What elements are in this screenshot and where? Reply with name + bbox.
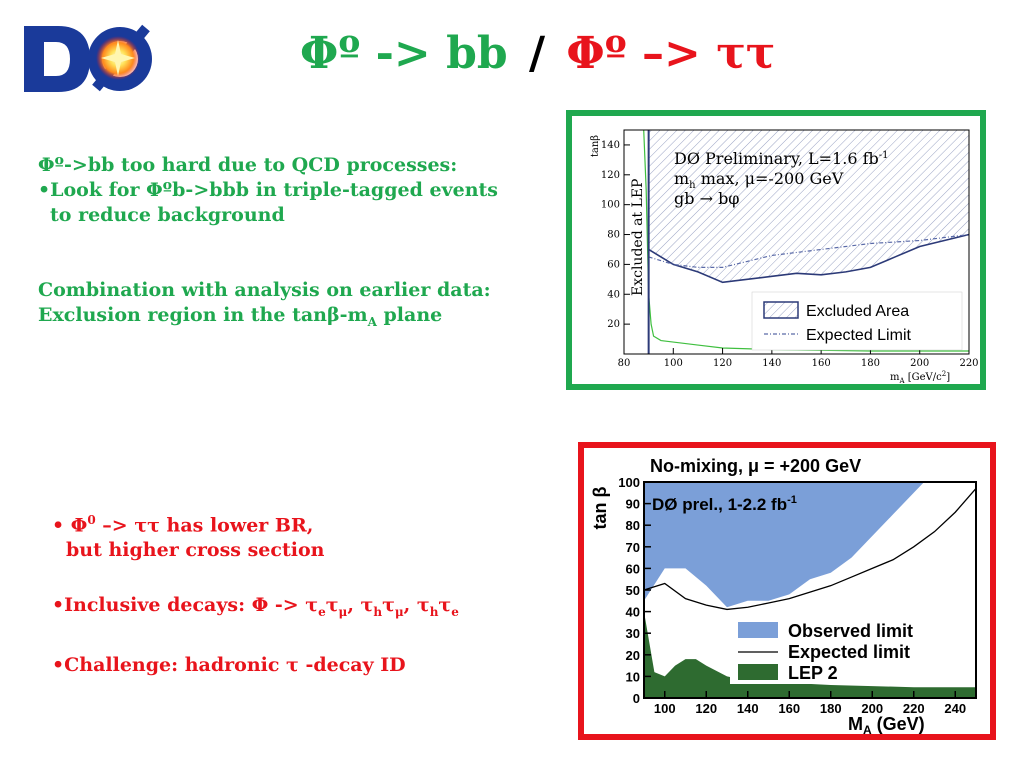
- top-text-block: Φº->bb too hard due to QCD processes: •L…: [38, 153, 498, 335]
- plot-1-legend-expected: Expected Limit: [806, 327, 911, 344]
- top-line-1: Φº->bb too hard due to QCD processes:: [38, 154, 458, 176]
- plot-2-ytick-label: 20: [626, 648, 640, 663]
- plot-2-subtitle: DØ prel., 1-2.2 fb-1: [652, 494, 797, 514]
- bottom-text-block: • Φ0 –> ττ has lower BR, but higher cros…: [52, 508, 459, 678]
- plot-2-lep-region: [644, 611, 976, 698]
- plot-2-ytick-label: 30: [626, 626, 640, 641]
- title-right: Φº –> ττ: [566, 28, 776, 79]
- plot-1-axes-box: [623, 129, 970, 355]
- plot-1-lep-label: Excluded at LEP: [630, 179, 646, 296]
- plot-1-ylabel: tanβ: [590, 135, 601, 157]
- bottom-line-3: •Challenge: hadronic τ -decay ID: [52, 654, 406, 677]
- plot-2-xtick-label: 220: [903, 701, 925, 716]
- plot-1-xtick-label: 100: [664, 358, 683, 369]
- plot-1-xlabel: mA [GeV/c2]: [890, 370, 950, 384]
- plot-1-xtick-label: 200: [910, 358, 929, 369]
- plot-2-legend-swatch-lep: [738, 664, 778, 680]
- plot-2-observed-region: [644, 482, 925, 608]
- plot-2-frame: 100 120 140 160 180 200 220 240 0 10 20 30 40 50 60 70 8…: [578, 442, 996, 740]
- plot-2-xtick-label: 180: [820, 701, 842, 716]
- plot-1-ytick-label: 80: [607, 230, 620, 241]
- plot-2-title: No-mixing, μ = +200 GeV: [650, 456, 861, 476]
- plot-1-xtick-label: 80: [618, 358, 631, 369]
- plot-2-ytick-label: 80: [626, 518, 640, 533]
- plot-2: 100 120 140 160 180 200 220 240 0 10 20 30 40 50 60 70 8…: [590, 456, 977, 737]
- page-title: Φº -> bb / Φº –> ττ: [300, 28, 775, 79]
- plot-2-ytick-label: 60: [626, 561, 640, 576]
- plot-1-legend-swatch-excluded: [763, 301, 799, 319]
- plot-1-legend-excluded: Excluded Area: [806, 303, 909, 320]
- top-line-3: to reduce background: [50, 204, 285, 226]
- plot-2-legend-lep: LEP 2: [788, 663, 838, 683]
- plot-1-xtick-label: 160: [812, 358, 831, 369]
- plot-1-ytick-label: 40: [607, 289, 620, 300]
- plot-2-ytick-label: 90: [626, 497, 640, 512]
- dzero-logo: DØ: [18, 18, 152, 92]
- plot-2-xtick-label: 100: [654, 701, 676, 716]
- plot-1-ytick-label: 120: [601, 170, 620, 181]
- top-line-4: Combination with analysis on earlier dat…: [38, 279, 491, 301]
- plot-1-ytick-label: 20: [607, 319, 620, 330]
- plot-1-ytick-label: 100: [601, 200, 620, 211]
- plot-1-xtick-label: 140: [762, 358, 781, 369]
- bottom-line-2: •Inclusive decays: Φ -> τeτμ, τhτμ, τhτe: [52, 594, 459, 620]
- plot-1-frame: 80 100 120 140 160 180 200 220 20 40 60 80 100 120 140…: [566, 110, 986, 390]
- plot-2-xtick-label: 160: [778, 701, 800, 716]
- plot-1-subtitle-1: mh max, μ=-200 GeV: [674, 169, 844, 191]
- top-line-5: Exclusion region in the tanβ-mA plane: [38, 304, 443, 329]
- plot-2-xtick-label: 120: [695, 701, 717, 716]
- plot-1-excluded-boundary: [648, 233, 970, 284]
- bottom-line-1b: but higher cross section: [66, 539, 325, 562]
- plot-2-legend-observed: Observed limit: [788, 621, 913, 641]
- plot-1-xtick-label: 120: [713, 358, 732, 369]
- plot-2-xtick-label: 140: [737, 701, 759, 716]
- plot-2-ytick-label: 50: [626, 583, 640, 598]
- plot-2-xtick-label: 240: [944, 701, 966, 716]
- plot-2-legend-expected: Expected limit: [788, 642, 910, 662]
- plot-2-ytick-label: 0: [633, 691, 640, 706]
- plot-2-ytick-label: 70: [626, 540, 640, 555]
- title-separator: /: [528, 28, 546, 79]
- plot-2-legend-swatch-observed: [738, 622, 778, 638]
- logo-text: DØ: [18, 18, 20, 19]
- top-line-2: •Look for Φºb->bbb in triple-tagged even…: [38, 179, 498, 201]
- bottom-line-1: • Φ0 –> ττ has lower BR,: [52, 513, 314, 537]
- plot-2-xtick-label: 200: [861, 701, 883, 716]
- plot-2-ytick-label: 10: [626, 669, 640, 684]
- plot-2-ytick-label: 40: [626, 605, 640, 620]
- plot-1: 80 100 120 140 160 180 200 220 20 40 60 80 100 120 140…: [590, 129, 979, 385]
- plot-1-expected-limit: [648, 233, 970, 268]
- plot-1-xtick-label: 220: [959, 358, 978, 369]
- plot-1-ytick-label: 140: [601, 140, 620, 151]
- plot-1-subtitle-2: gb → bφ: [674, 189, 740, 208]
- plot-1-xtick-label: 180: [861, 358, 880, 369]
- plot-1-excluded-area: [648, 130, 969, 283]
- plot-2-ytick-label: 100: [618, 475, 640, 490]
- plot-2-xlabel: MA (GeV): [848, 714, 925, 734]
- plot-2-ylabel: tan β: [590, 486, 610, 529]
- plot-1-ytick-label: 60: [607, 259, 620, 270]
- plot-2-expected-limit: [643, 488, 977, 611]
- plot-1-title: DØ Preliminary, L=1.6 fb-1: [674, 149, 889, 168]
- title-left: Φº -> bb: [300, 28, 508, 79]
